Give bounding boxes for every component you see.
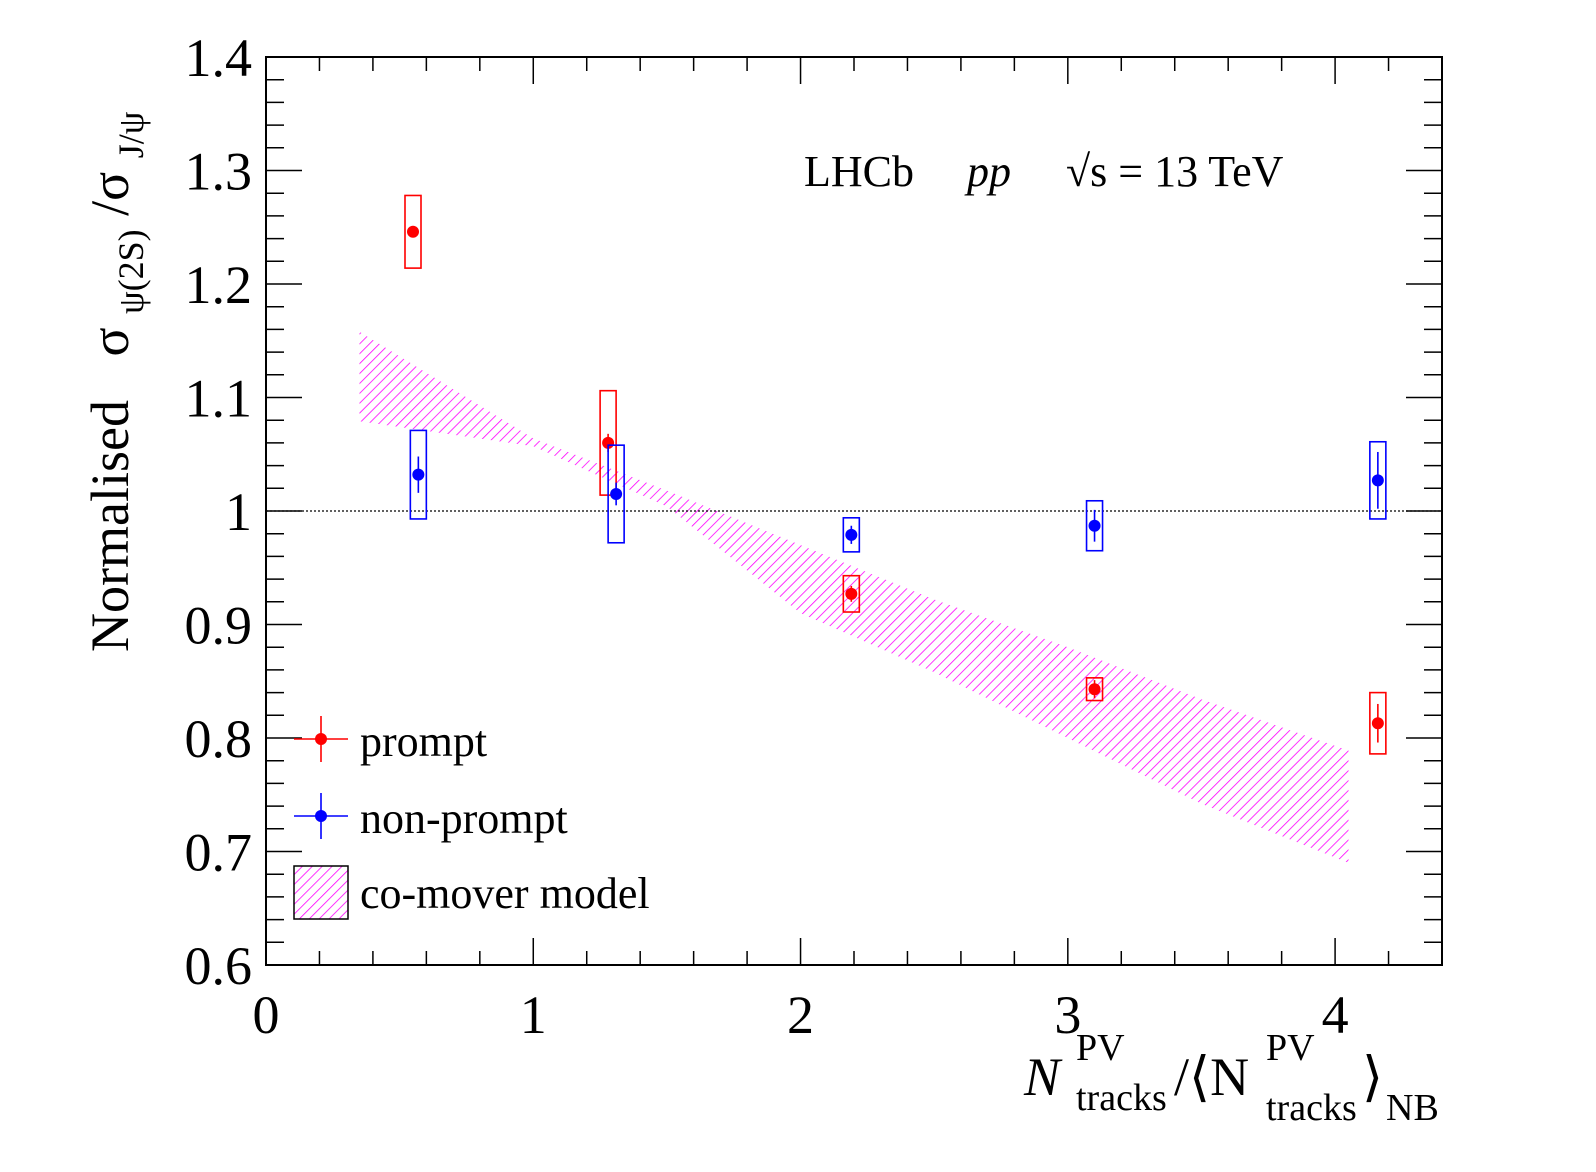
y-tick-labels: 0.6 0.7 0.8 0.9 1 1.1 1.2 1.3 1.4	[185, 28, 253, 996]
annotation-energy-value: = 13 TeV	[1107, 147, 1283, 196]
plot-frame	[265, 56, 1443, 966]
y-tick-label: 0.9	[185, 596, 253, 656]
legend-swatch-co-mover	[293, 865, 349, 920]
x-axis-label-sub-tracks-1: tracks	[1076, 1077, 1167, 1119]
y-tick-label: 0.6	[185, 936, 253, 996]
y-label-sub-jpsi: J/ψ	[111, 111, 151, 158]
data-points-layer	[404, 194, 1387, 755]
legend-label-non-prompt: non-prompt	[360, 794, 568, 843]
x-axis-label-close: ⟩	[1362, 1047, 1383, 1107]
y-tick-label: 1.2	[185, 255, 253, 315]
prompt-point	[407, 225, 419, 238]
prompt-syst-box	[1369, 691, 1387, 755]
prompt-syst-box	[404, 194, 422, 269]
annotation-experiment: LHCb	[804, 147, 914, 196]
prompt-point	[845, 587, 858, 600]
annotation-sqrt-s: √s	[1066, 147, 1107, 196]
x-axis-label-slash-n: /⟨N	[1174, 1047, 1249, 1107]
non-prompt-syst-box	[607, 444, 625, 544]
prompt-syst-box	[842, 574, 861, 613]
y-tick-label: 0.8	[185, 709, 253, 769]
legend-label-prompt: prompt	[360, 717, 487, 766]
x-tick-labels: 0 1 2 3 4	[253, 985, 1349, 1045]
y-label-slash-sigma: /σ	[80, 172, 140, 216]
x-axis-label-sub-tracks-2: tracks	[1266, 1087, 1357, 1129]
non-prompt-point	[412, 468, 425, 481]
non-prompt-point	[1371, 474, 1384, 487]
y-label-sub-psi2s: ψ(2S)	[111, 229, 151, 314]
x-tick-label: 3	[1054, 985, 1081, 1045]
legend: prompt non-prompt co-mover model	[293, 716, 650, 920]
prompt-point	[1371, 717, 1384, 730]
annotation-energy: √s = 13 TeV	[1066, 147, 1284, 196]
legend-marker-prompt	[294, 716, 348, 762]
x-tick-label: 1	[520, 985, 547, 1045]
x-tick-label: 4	[1322, 985, 1349, 1045]
y-label-sigma: σ	[80, 327, 140, 356]
legend-marker-non-prompt	[294, 793, 348, 839]
non-prompt-point	[845, 528, 858, 541]
non-prompt-syst-box	[409, 429, 428, 520]
y-label-prefix: Normalised	[80, 400, 140, 652]
non-prompt-syst-box	[842, 517, 861, 553]
y-axis-label: Normalised σ ψ(2S) /σ J/ψ	[80, 111, 155, 652]
non-prompt-syst-box	[1085, 499, 1104, 552]
non-prompt-syst-box	[1369, 440, 1387, 520]
x-tick-label: 2	[787, 985, 814, 1045]
x-axis-label-sub-nb: NB	[1386, 1087, 1439, 1129]
y-tick-label: 1	[225, 482, 252, 542]
y-tick-label: 1.4	[185, 28, 253, 88]
x-axis-label-sup-pv-1: PV	[1076, 1027, 1125, 1069]
prompt-point	[1088, 683, 1101, 696]
non-prompt-point	[610, 487, 623, 500]
annotation-system: pp	[964, 147, 1011, 196]
x-axis-label-mid: /⟨N	[1174, 1047, 1249, 1107]
x-axis-label-n: N	[1023, 1047, 1063, 1107]
prompt-syst-box	[1085, 677, 1104, 702]
non-prompt-point	[1088, 519, 1101, 532]
y-tick-label: 1.1	[185, 369, 253, 429]
x-axis-label-sup-pv-2: PV	[1266, 1027, 1315, 1069]
legend-label-co-mover: co-mover model	[360, 869, 650, 918]
y-tick-label: 1.3	[185, 142, 253, 202]
y-tick-label: 0.7	[185, 823, 253, 883]
x-tick-label: 0	[253, 985, 280, 1045]
